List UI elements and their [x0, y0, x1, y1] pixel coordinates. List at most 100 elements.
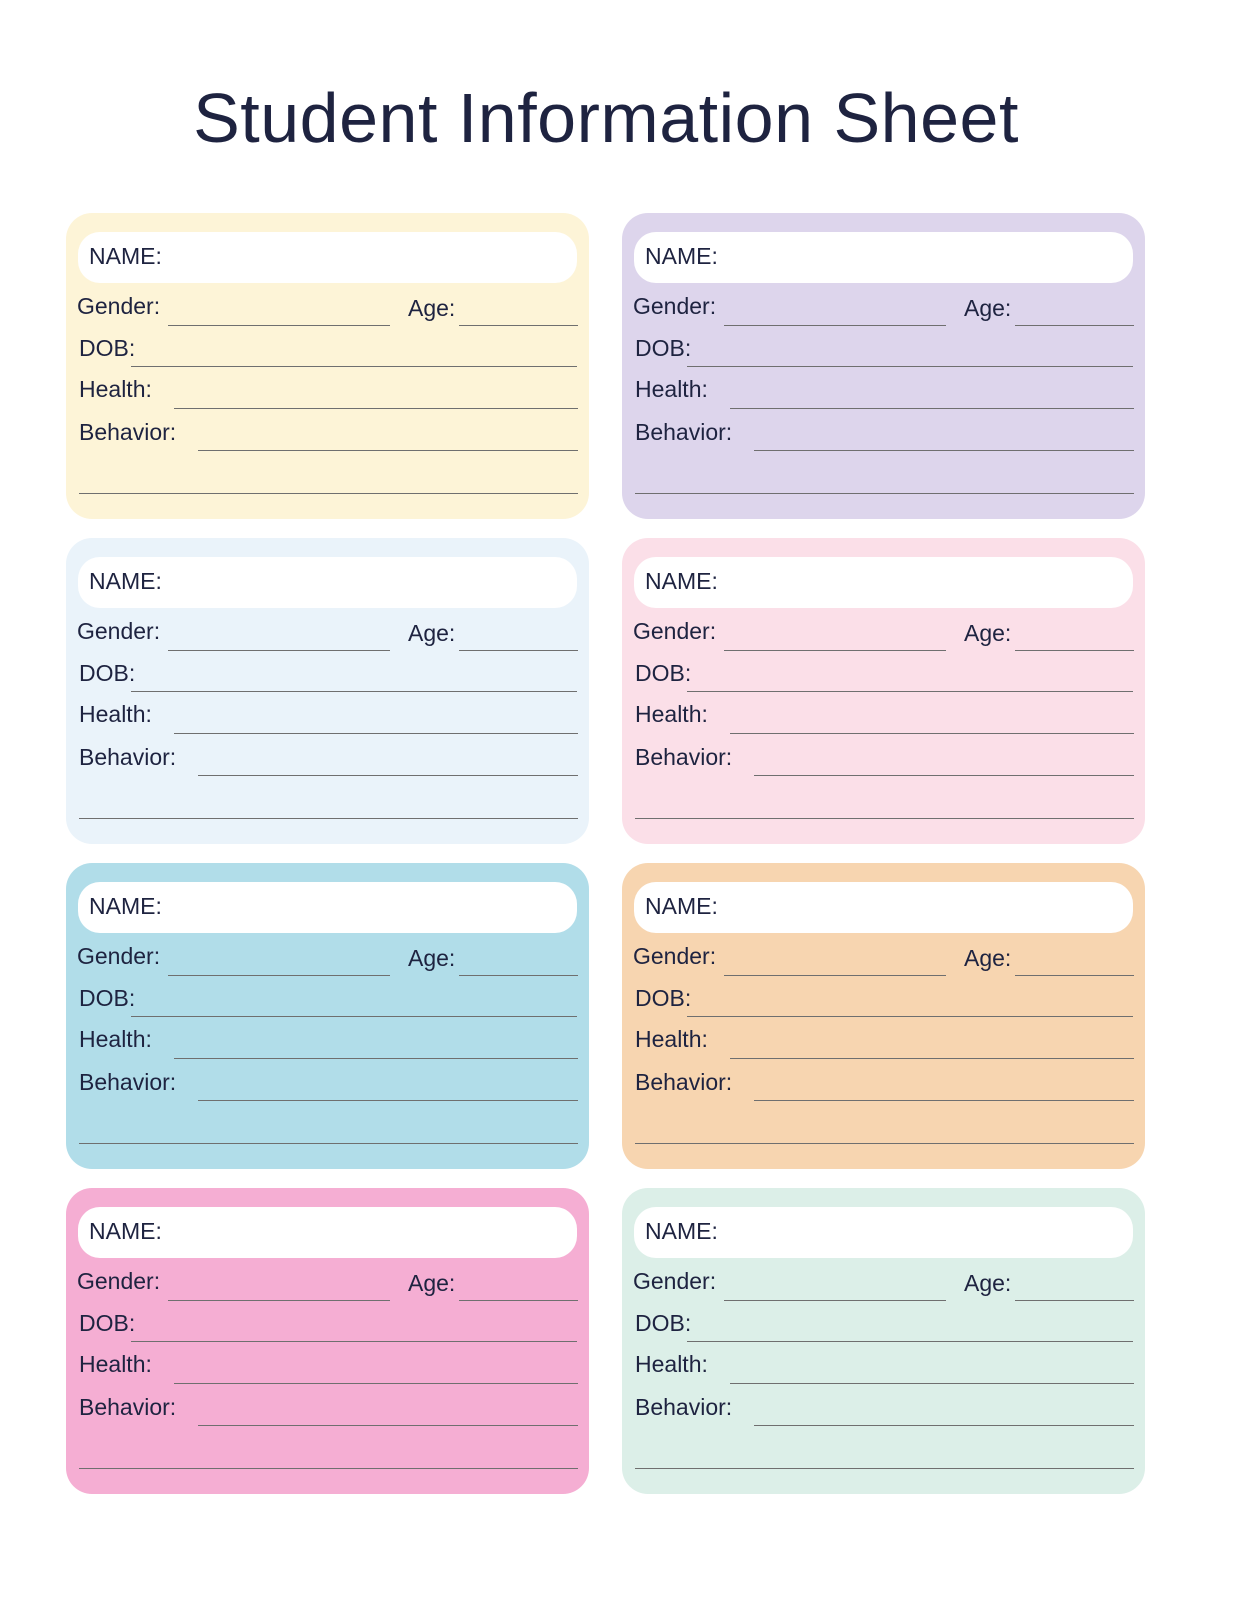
dob-field[interactable]: [687, 1341, 1133, 1342]
name-field[interactable]: NAME:: [78, 882, 577, 933]
gender-field[interactable]: [724, 975, 946, 976]
name-label: NAME:: [645, 1218, 718, 1244]
page-title: Student Information Sheet: [193, 79, 1019, 157]
gender-field[interactable]: [724, 650, 946, 651]
gender-label: Gender:: [633, 943, 717, 969]
name-field[interactable]: NAME:: [78, 232, 577, 283]
behavior-extra-line[interactable]: [79, 818, 578, 819]
name-field[interactable]: NAME:: [634, 232, 1133, 283]
behavior-extra-line[interactable]: [635, 1143, 1134, 1144]
behavior-extra-line[interactable]: [635, 493, 1134, 494]
name-label: NAME:: [89, 1218, 162, 1244]
gender-field[interactable]: [724, 325, 946, 326]
student-card: NAME: Gender: Age: DOB: Health: Behavior…: [622, 1188, 1145, 1494]
behavior-label: Behavior:: [79, 1069, 177, 1095]
age-field[interactable]: [459, 975, 578, 976]
dob-field[interactable]: [131, 366, 577, 367]
behavior-extra-line[interactable]: [79, 493, 578, 494]
name-label: NAME:: [645, 243, 718, 269]
health-label: Health:: [635, 1026, 708, 1052]
age-label: Age:: [964, 945, 1012, 971]
behavior-label: Behavior:: [79, 419, 177, 445]
dob-label: DOB:: [635, 1310, 692, 1336]
gender-field[interactable]: [168, 1300, 390, 1301]
health-label: Health:: [79, 376, 152, 402]
dob-field[interactable]: [131, 691, 577, 692]
behavior-extra-line[interactable]: [635, 1468, 1134, 1469]
name-field[interactable]: NAME:: [78, 1207, 577, 1258]
student-card: NAME: Gender: Age: DOB: Health: Behavior…: [66, 538, 589, 844]
age-label: Age:: [964, 1270, 1012, 1296]
behavior-label: Behavior:: [79, 1394, 177, 1420]
student-card: NAME: Gender: Age: DOB: Health: Behavior…: [66, 1188, 589, 1494]
behavior-field[interactable]: [198, 1425, 578, 1426]
health-field[interactable]: [174, 733, 578, 734]
dob-label: DOB:: [635, 985, 692, 1011]
age-field[interactable]: [1015, 325, 1134, 326]
health-field[interactable]: [730, 733, 1134, 734]
behavior-field[interactable]: [198, 775, 578, 776]
gender-label: Gender:: [633, 618, 717, 644]
age-field[interactable]: [1015, 975, 1134, 976]
behavior-extra-line[interactable]: [79, 1143, 578, 1144]
behavior-field[interactable]: [754, 1100, 1134, 1101]
age-label: Age:: [964, 295, 1012, 321]
age-field[interactable]: [459, 1300, 578, 1301]
health-field[interactable]: [174, 1058, 578, 1059]
name-label: NAME:: [89, 243, 162, 269]
name-field[interactable]: NAME:: [634, 557, 1133, 608]
age-label: Age:: [408, 295, 456, 321]
dob-label: DOB:: [79, 1310, 136, 1336]
behavior-field[interactable]: [198, 450, 578, 451]
dob-label: DOB:: [79, 985, 136, 1011]
behavior-label: Behavior:: [635, 1069, 733, 1095]
behavior-extra-line[interactable]: [635, 818, 1134, 819]
name-field[interactable]: NAME:: [78, 557, 577, 608]
health-field[interactable]: [730, 1383, 1134, 1384]
health-label: Health:: [79, 1026, 152, 1052]
dob-field[interactable]: [131, 1016, 577, 1017]
student-card: NAME: Gender: Age: DOB: Health: Behavior…: [66, 863, 589, 1169]
age-field[interactable]: [459, 650, 578, 651]
dob-field[interactable]: [687, 691, 1133, 692]
name-field[interactable]: NAME:: [634, 1207, 1133, 1258]
health-label: Health:: [635, 701, 708, 727]
dob-field[interactable]: [687, 366, 1133, 367]
behavior-field[interactable]: [754, 1425, 1134, 1426]
gender-label: Gender:: [77, 943, 161, 969]
behavior-field[interactable]: [754, 775, 1134, 776]
dob-label: DOB:: [635, 660, 692, 686]
age-field[interactable]: [1015, 1300, 1134, 1301]
health-label: Health:: [635, 1351, 708, 1377]
student-card: NAME: Gender: Age: DOB: Health: Behavior…: [622, 213, 1145, 519]
behavior-label: Behavior:: [635, 419, 733, 445]
gender-label: Gender:: [633, 293, 717, 319]
student-card: NAME: Gender: Age: DOB: Health: Behavior…: [622, 538, 1145, 844]
name-label: NAME:: [89, 893, 162, 919]
age-label: Age:: [408, 1270, 456, 1296]
age-field[interactable]: [459, 325, 578, 326]
name-label: NAME:: [645, 893, 718, 919]
student-card: NAME: Gender: Age: DOB: Health: Behavior…: [66, 213, 589, 519]
age-field[interactable]: [1015, 650, 1134, 651]
age-label: Age:: [964, 620, 1012, 646]
dob-field[interactable]: [687, 1016, 1133, 1017]
gender-field[interactable]: [724, 1300, 946, 1301]
gender-label: Gender:: [77, 618, 161, 644]
behavior-field[interactable]: [198, 1100, 578, 1101]
gender-field[interactable]: [168, 975, 390, 976]
health-label: Health:: [635, 376, 708, 402]
health-field[interactable]: [174, 408, 578, 409]
health-field[interactable]: [730, 1058, 1134, 1059]
behavior-field[interactable]: [754, 450, 1134, 451]
gender-label: Gender:: [633, 1268, 717, 1294]
health-field[interactable]: [730, 408, 1134, 409]
dob-field[interactable]: [131, 1341, 577, 1342]
health-field[interactable]: [174, 1383, 578, 1384]
name-field[interactable]: NAME:: [634, 882, 1133, 933]
gender-field[interactable]: [168, 650, 390, 651]
gender-field[interactable]: [168, 325, 390, 326]
age-label: Age:: [408, 945, 456, 971]
health-label: Health:: [79, 1351, 152, 1377]
behavior-extra-line[interactable]: [79, 1468, 578, 1469]
